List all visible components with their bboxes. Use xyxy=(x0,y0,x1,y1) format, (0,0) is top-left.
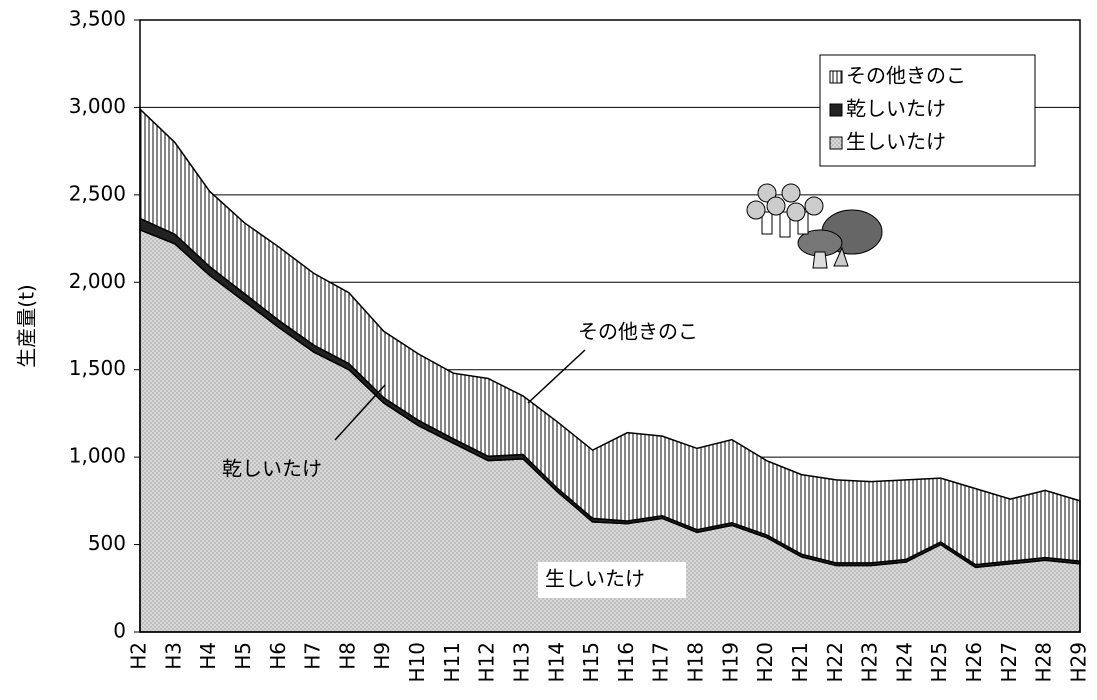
x-tick-label: H27 xyxy=(997,642,1021,683)
mushroom-icon xyxy=(747,184,882,268)
x-tick-label: H20 xyxy=(753,642,777,683)
x-tick-label: H16 xyxy=(614,642,638,683)
annotation: その他きのこ xyxy=(578,320,698,344)
y-tick-label: 0 xyxy=(113,619,126,643)
x-tick-label: H19 xyxy=(718,642,742,683)
leader-line xyxy=(528,350,585,403)
x-tick-label: H13 xyxy=(509,642,533,683)
y-tick-label: 500 xyxy=(88,531,126,555)
legend-label: 生しいたけ xyxy=(846,130,946,154)
y-axis-label: 生産量(t) xyxy=(15,284,39,367)
y-tick-label: 1,500 xyxy=(69,356,126,380)
y-tick-label: 1,000 xyxy=(69,444,126,468)
x-tick-label: H7 xyxy=(301,642,325,670)
x-tick-label: H6 xyxy=(266,642,290,670)
y-tick-label: 3,000 xyxy=(69,94,126,118)
x-tick-label: H23 xyxy=(858,642,882,683)
x-tick-label: H2 xyxy=(127,642,151,670)
y-tick-label: 2,500 xyxy=(69,181,126,205)
x-tick-label: H18 xyxy=(684,642,708,683)
legend-label: その他きのこ xyxy=(846,64,966,88)
x-tick-label: H12 xyxy=(475,642,499,683)
annotation: 生しいたけ xyxy=(545,567,645,591)
x-tick-label: H22 xyxy=(823,642,847,683)
x-tick-label: H10 xyxy=(405,642,429,683)
x-tick-label: H21 xyxy=(788,642,812,683)
x-tick-label: H5 xyxy=(231,642,255,670)
x-tick-label: H4 xyxy=(196,642,220,670)
legend-label: 乾しいたけ xyxy=(846,97,946,121)
x-tick-label: H15 xyxy=(579,642,603,683)
x-tick-label: H8 xyxy=(335,642,359,670)
x-tick-label: H24 xyxy=(892,642,916,683)
x-tick-label: H17 xyxy=(649,642,673,683)
x-tick-label: H28 xyxy=(1032,642,1056,683)
x-tick-label: H9 xyxy=(370,642,394,670)
legend-swatch xyxy=(830,104,842,116)
x-tick-label: H25 xyxy=(927,642,951,683)
x-tick-label: H26 xyxy=(962,642,986,683)
x-tick-label: H14 xyxy=(544,642,568,683)
legend-swatch xyxy=(830,71,842,83)
y-tick-label: 2,000 xyxy=(69,269,126,293)
annotation: 乾しいたけ xyxy=(222,457,322,481)
legend-swatch xyxy=(830,137,842,149)
x-tick-label: H3 xyxy=(161,642,185,670)
chart: 生産量(t) その他きのこ乾しいたけ生しいたけ その他きのこ乾しいたけ生しいたけ… xyxy=(0,0,1097,700)
y-tick-label: 3,500 xyxy=(69,7,126,31)
x-tick-label: H29 xyxy=(1067,642,1091,683)
x-tick-label: H11 xyxy=(440,642,464,683)
